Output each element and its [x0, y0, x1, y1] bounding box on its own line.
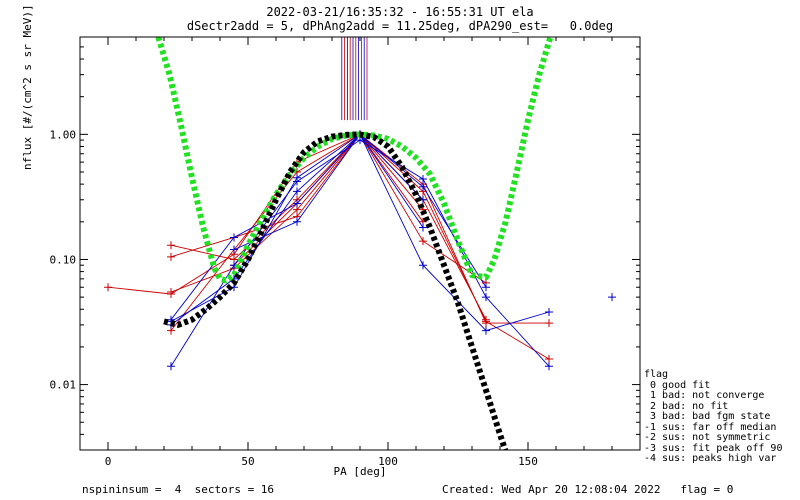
- legend-item: 1 bad: not converge: [644, 390, 765, 401]
- red-series-line: [170, 133, 487, 331]
- red-series-point: [419, 237, 427, 246]
- legend-item: -1 sus: far off median: [644, 421, 777, 433]
- y-tick-label: 0.01: [50, 379, 77, 392]
- y-tick-label: 0.10: [50, 253, 77, 266]
- blue-series-point: [167, 362, 175, 371]
- red-series-point: [104, 283, 112, 292]
- y-tick-label: 1.00: [50, 128, 77, 141]
- red-series-point: [167, 287, 175, 296]
- blue-series-point: [419, 261, 427, 270]
- legend-title: flag: [644, 369, 669, 380]
- x-tick-label: 100: [378, 455, 398, 468]
- footer-left: nspininsum = 4 sectors = 16: [82, 483, 275, 496]
- legend-item: 2 bad: no fit: [644, 400, 729, 412]
- flag-legend: flag 0 good fit 1 bad: not converge 2 ba…: [644, 369, 783, 465]
- red-series-line: [170, 133, 487, 320]
- x-tick-label: 50: [241, 455, 254, 468]
- blue-series-point: [419, 174, 427, 183]
- blue-series-point: [545, 362, 553, 371]
- footer-right: Created: Wed Apr 20 12:08:04 2022 flag =…: [442, 483, 734, 496]
- black-fit-curve: [163, 131, 509, 450]
- red-series-point: [545, 355, 553, 364]
- blue-series-point: [293, 217, 301, 226]
- x-tick-label: 0: [105, 455, 112, 468]
- red-series-point: [167, 252, 175, 261]
- red-series-point: [545, 319, 553, 328]
- blue-series-line: [170, 139, 550, 367]
- blue-series-point: [482, 326, 490, 335]
- blue-series-point: [608, 293, 616, 302]
- red-series-line: [233, 133, 424, 266]
- blue-series-line: [170, 133, 487, 320]
- blue-series-line: [170, 133, 550, 332]
- blue-series-point: [482, 293, 490, 302]
- legend-item: -4 sus: peaks high var: [644, 453, 777, 464]
- red-series-line: [170, 133, 549, 324]
- legend-item: 3 bad: bad fgm state: [644, 411, 771, 422]
- red-series-point: [482, 315, 490, 324]
- y-axis-label: nflux [#/(cm^2 s sr MeV)]: [21, 4, 34, 170]
- plot-frame: [79, 36, 641, 451]
- chart-title-line1: 2022-03-21/16:35:32 - 16:55:31 UT ela: [266, 5, 534, 19]
- blue-series-line: [233, 133, 424, 251]
- blue-series-point: [419, 223, 427, 232]
- blue-series-point: [230, 233, 238, 242]
- chart-title-line2: dSectr2add = 5, dPhAng2add = 11.25deg, d…: [186, 19, 614, 33]
- green-fit-curve: [155, 37, 554, 284]
- blue-series-point: [293, 199, 301, 208]
- red-series-point: [167, 241, 175, 250]
- legend-item: -3 sus: fit peak off 90: [644, 442, 783, 454]
- blue-series-point: [230, 245, 238, 254]
- legend-item: -2 sus: not symmetric: [644, 432, 771, 443]
- blue-series-point: [293, 187, 301, 196]
- x-tick-label: 150: [518, 455, 538, 468]
- blue-series-point: [293, 173, 301, 182]
- blue-series-point: [545, 308, 553, 317]
- blue-series-point: [419, 182, 427, 191]
- legend-item: 0 good fit: [644, 379, 711, 391]
- x-axis-label: PA [deg]: [333, 465, 387, 478]
- blue-series-point: [482, 283, 490, 292]
